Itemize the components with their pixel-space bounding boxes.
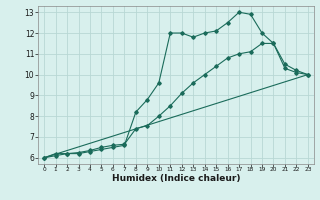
X-axis label: Humidex (Indice chaleur): Humidex (Indice chaleur): [112, 174, 240, 183]
